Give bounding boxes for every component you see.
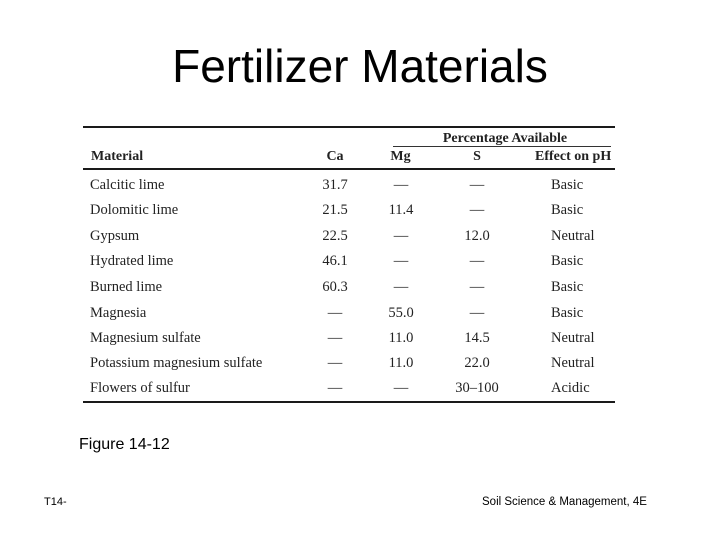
table-top-rule (83, 126, 615, 128)
cell-effect: Acidic (551, 380, 590, 396)
cell-ca: — (327, 355, 343, 371)
cell-mg: — (393, 228, 409, 244)
cell-ca: 46.1 (322, 253, 348, 269)
cell-material: Potassium magnesium sulfate (90, 355, 263, 371)
table-row: Burned lime 60.3 — — Basic (80, 277, 617, 302)
cell-ca: — (327, 305, 343, 321)
cell-s: 30–100 (455, 380, 499, 396)
cell-effect: Neutral (551, 228, 595, 244)
cell-mg: — (393, 177, 409, 193)
table-row: Dolomitic lime 21.5 11.4 — Basic (80, 200, 617, 225)
column-header-effect-on-ph: Effect on pH (535, 149, 612, 164)
cell-s: — (469, 305, 485, 321)
column-header-ca: Ca (326, 149, 344, 164)
slide-title: Fertilizer Materials (172, 40, 548, 92)
percentage-available-header: Percentage Available (442, 131, 568, 146)
cell-material: Calcitic lime (90, 177, 165, 193)
cell-ca: 31.7 (322, 177, 348, 193)
cell-effect: Basic (551, 177, 584, 193)
cell-effect: Neutral (551, 355, 595, 371)
cell-effect: Basic (551, 253, 584, 269)
cell-s: — (469, 279, 485, 295)
cell-ca: 22.5 (322, 228, 348, 244)
cell-s: — (469, 253, 485, 269)
column-header-mg: Mg (390, 149, 411, 164)
cell-effect: Basic (551, 305, 584, 321)
header-rule (83, 168, 615, 170)
cell-s: — (469, 202, 485, 218)
group-header-rule (393, 146, 611, 147)
cell-mg: — (393, 380, 409, 396)
table-row: Potassium magnesium sulfate — 11.0 22.0 … (80, 353, 617, 378)
table-row: Flowers of sulfur — — 30–100 Acidic (80, 378, 617, 403)
cell-effect: Neutral (551, 330, 595, 346)
cell-effect: Basic (551, 279, 584, 295)
cell-ca: 21.5 (322, 202, 348, 218)
cell-s: 22.0 (464, 355, 490, 371)
cell-mg: 55.0 (388, 305, 414, 321)
cell-s: 12.0 (464, 228, 490, 244)
table-row: Magnesium sulfate — 11.0 14.5 Neutral (80, 328, 617, 353)
cell-material: Hydrated lime (90, 253, 174, 269)
table-row: Magnesia — 55.0 — Basic (80, 303, 617, 328)
cell-mg: — (393, 253, 409, 269)
cell-ca: — (327, 380, 343, 396)
cell-s: — (469, 177, 485, 193)
slide-number-footer: T14- (44, 496, 67, 508)
fertilizer-table: Percentage Available Material Ca Mg S Ef… (80, 126, 617, 406)
cell-material: Gypsum (90, 228, 140, 244)
table-row: Hydrated lime 46.1 — — Basic (80, 251, 617, 276)
book-title-footer: Soil Science & Management, 4E (482, 496, 647, 508)
table-row: Calcitic lime 31.7 — — Basic (80, 175, 617, 200)
cell-mg: 11.4 (388, 202, 414, 218)
cell-material: Dolomitic lime (90, 202, 179, 218)
cell-s: 14.5 (464, 330, 490, 346)
cell-mg: — (393, 279, 409, 295)
cell-material: Magnesium sulfate (90, 330, 201, 346)
column-header-s: S (473, 149, 481, 164)
cell-ca: — (327, 330, 343, 346)
cell-mg: 11.0 (388, 355, 414, 371)
cell-material: Flowers of sulfur (90, 380, 190, 396)
figure-caption: Figure 14-12 (79, 436, 170, 453)
cell-material: Burned lime (90, 279, 163, 295)
table-row: Gypsum 22.5 — 12.0 Neutral (80, 226, 617, 251)
cell-ca: 60.3 (322, 279, 348, 295)
cell-material: Magnesia (90, 305, 147, 321)
cell-effect: Basic (551, 202, 584, 218)
cell-mg: 11.0 (388, 330, 414, 346)
table-bottom-rule (83, 401, 615, 403)
column-header-material: Material (91, 149, 144, 164)
